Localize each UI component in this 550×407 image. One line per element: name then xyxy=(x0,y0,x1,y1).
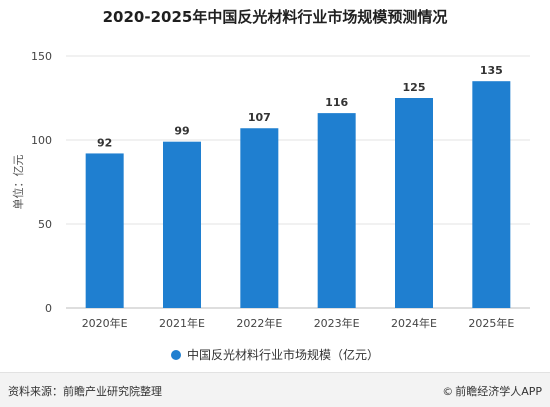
data-label: 125 xyxy=(403,81,426,94)
y-tick-label: 100 xyxy=(31,134,52,147)
x-tick-label: 2021年E xyxy=(159,316,205,330)
y-tick-label: 0 xyxy=(45,302,52,315)
x-tick-label: 2022年E xyxy=(236,316,282,330)
bar xyxy=(85,153,124,308)
bar xyxy=(395,98,433,308)
chart-title: 2020-2025年中国反光材料行业市场规模预测情况 xyxy=(102,8,448,26)
x-tick-label: 2023年E xyxy=(314,316,360,330)
legend: 中国反光材料行业市场规模（亿元） xyxy=(0,346,550,363)
y-axis-label: 单位：亿元 xyxy=(11,155,25,210)
data-label: 107 xyxy=(248,111,271,124)
data-label: 92 xyxy=(97,136,112,149)
y-tick-label: 150 xyxy=(31,50,52,63)
x-tick-label: 2025年E xyxy=(468,316,514,330)
data-label: 116 xyxy=(325,96,348,109)
bar xyxy=(317,113,356,309)
footer-bar: 资料来源：前瞻产业研究院整理 © 前瞻经济学人APP xyxy=(0,372,550,407)
brand-name: 前瞻经济学人APP xyxy=(455,385,542,398)
legend-label: 中国反光材料行业市场规模（亿元） xyxy=(186,348,379,362)
data-label: 135 xyxy=(480,64,503,77)
data-label: 99 xyxy=(174,125,189,138)
x-tick-label: 2024年E xyxy=(391,316,437,330)
legend-marker xyxy=(170,350,181,360)
bar-chart: 0 50 100 150 单位：亿元 92 2020年E 99 2021年E 107 2022年E 1… xyxy=(11,50,530,330)
copyright-icon: © xyxy=(442,385,454,398)
source-note: 资料来源：前瞻产业研究院整理 xyxy=(8,385,162,398)
x-tick-label: 2020年E xyxy=(82,316,128,330)
brand-credit: © 前瞻经济学人APP xyxy=(442,383,542,399)
y-tick-label: 50 xyxy=(38,218,52,231)
bar xyxy=(163,141,201,308)
bar xyxy=(472,81,511,308)
bar xyxy=(240,128,279,308)
